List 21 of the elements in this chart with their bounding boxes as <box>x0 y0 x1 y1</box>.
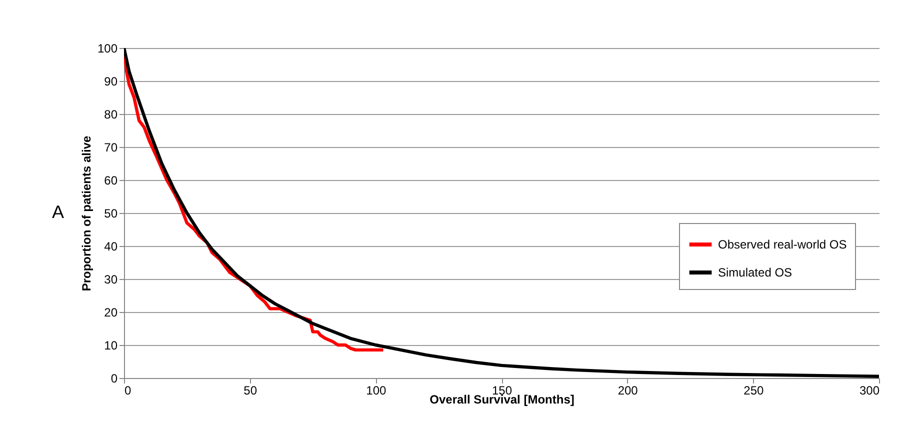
x-tick-label: 250 <box>744 384 764 398</box>
legend-label: Simulated OS <box>718 266 792 280</box>
y-tick-label: 100 <box>97 42 118 56</box>
y-tick-label: 40 <box>104 240 118 254</box>
y-tick-label: 10 <box>104 338 118 352</box>
y-axis-title: Proportion of patients alive <box>79 136 94 292</box>
x-tick-label: 200 <box>618 384 638 398</box>
x-tick-label: 0 <box>124 384 132 398</box>
y-tick-label: 0 <box>110 372 118 386</box>
y-tick-label: 80 <box>104 108 118 122</box>
y-tick-label: 90 <box>104 74 118 88</box>
y-tick-label: 30 <box>104 272 118 286</box>
text: A <box>52 202 64 223</box>
y-tick-label: 50 <box>104 206 118 220</box>
y-tick-label: 20 <box>104 306 118 320</box>
x-tick-label: 50 <box>244 384 258 398</box>
x-tick-label: 300 <box>859 384 880 398</box>
legend-label: Observed real-world OS <box>718 238 847 252</box>
y-tick-label: 60 <box>104 174 118 188</box>
y-tick-label: 70 <box>104 140 118 154</box>
x-tick-label: 100 <box>366 384 386 398</box>
